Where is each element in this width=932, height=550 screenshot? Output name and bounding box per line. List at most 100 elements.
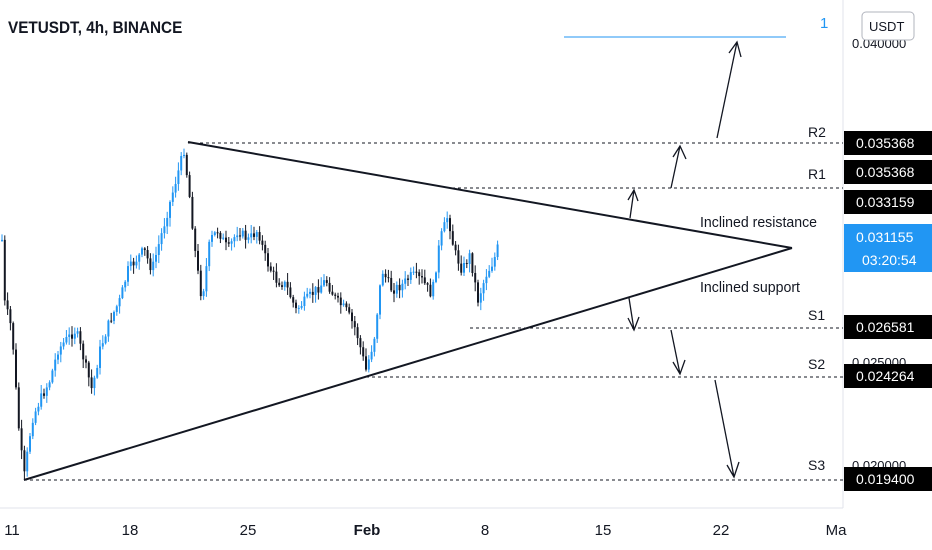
- candle-body: [48, 382, 51, 388]
- candle-body: [353, 321, 356, 328]
- r2-price-tag-text: 0.035368: [856, 135, 915, 151]
- candle-body: [437, 245, 440, 273]
- candle-body: [440, 231, 443, 246]
- candle-body: [219, 232, 222, 239]
- candle-body: [247, 237, 250, 240]
- candle-body: [65, 336, 68, 343]
- candle-body: [432, 281, 435, 297]
- candle-body: [384, 273, 387, 278]
- candle-body: [227, 242, 230, 244]
- countdown-text: 03:20:54: [862, 252, 917, 268]
- candle-body: [331, 291, 334, 295]
- chart-title: VETUSDT, 4h, BINANCE: [8, 18, 183, 37]
- x-tick-label: 18: [122, 522, 139, 539]
- projection-arrows: [627, 40, 742, 479]
- candle-body: [239, 235, 241, 237]
- candle-body: [101, 343, 104, 347]
- candle-body: [54, 359, 57, 371]
- candle-body: [479, 293, 482, 303]
- candle-body: [373, 338, 376, 352]
- candle-body: [222, 237, 225, 239]
- arrow-up-r1-icon: [627, 188, 639, 219]
- candle-body: [20, 428, 23, 451]
- candle-body: [138, 254, 141, 262]
- candle-body: [345, 303, 348, 308]
- arrow-down-s1-icon: [627, 297, 640, 332]
- candle-body: [85, 359, 87, 363]
- candle-body: [362, 347, 365, 357]
- level-labels: R2 R1 S1 S2 S3: [808, 124, 826, 473]
- candle-body: [127, 266, 129, 282]
- candle-body: [337, 295, 339, 298]
- candle-body: [379, 285, 381, 315]
- candle-body: [110, 320, 113, 322]
- last-price-tag-text: 0.031155: [856, 229, 914, 245]
- candle-body: [216, 232, 219, 234]
- candle-body: [180, 156, 183, 171]
- candle-body: [163, 226, 166, 234]
- candle-body: [387, 277, 390, 279]
- candle-body: [59, 346, 62, 355]
- s3-label: S3: [808, 457, 825, 473]
- candle-body: [183, 154, 185, 157]
- candle-body: [412, 271, 415, 273]
- candle-body: [146, 250, 149, 259]
- candle-body: [303, 296, 306, 307]
- candle-body: [281, 285, 283, 287]
- candle-body: [68, 334, 71, 337]
- candle-body: [194, 228, 197, 251]
- x-tick-label: 11: [4, 522, 20, 539]
- s1-label: S1: [808, 307, 825, 323]
- candle-body: [334, 294, 337, 296]
- candle-body: [289, 287, 292, 298]
- arrow-up-target-icon: [716, 40, 742, 139]
- candle-body: [9, 309, 12, 324]
- candle-body: [87, 362, 90, 378]
- candle-body: [491, 266, 493, 271]
- candle-body: [211, 235, 213, 242]
- candle-body: [15, 349, 17, 388]
- candle-body: [177, 170, 180, 185]
- currency-button[interactable]: USDT: [861, 11, 915, 41]
- x-tick-label: 22: [713, 522, 730, 539]
- candle-body: [236, 235, 239, 238]
- candle-body: [115, 306, 118, 312]
- candle-body: [149, 258, 152, 271]
- r2-price-tag: [844, 131, 932, 155]
- candle-body: [37, 406, 40, 412]
- candle-body: [309, 291, 311, 294]
- candle-body: [17, 387, 20, 429]
- candle-body: [272, 270, 275, 272]
- candle-body: [415, 271, 418, 273]
- candle-body: [421, 276, 423, 278]
- level-lines: [24, 142, 843, 481]
- candle-body: [197, 250, 199, 271]
- candle-body: [76, 331, 79, 334]
- candle-body: [267, 253, 269, 267]
- candle-body: [205, 266, 208, 292]
- r1b-price-tag-text: 0.033159: [856, 194, 915, 210]
- candle-body: [485, 276, 488, 284]
- candle-body: [409, 272, 412, 280]
- candle-body: [213, 232, 216, 236]
- s1-price-tag-text: 0.026581: [856, 319, 915, 335]
- candle-body: [233, 237, 236, 242]
- r1-price-tag-text: 0.035368: [856, 164, 915, 180]
- candle-body: [278, 282, 281, 286]
- candle-body: [202, 291, 205, 297]
- candle-body: [79, 331, 82, 344]
- candle-body: [121, 287, 124, 299]
- candle-body: [225, 237, 227, 243]
- candle-body: [244, 230, 247, 240]
- candle-body: [325, 280, 328, 283]
- candle-body: [381, 273, 384, 286]
- arrow-down-s2-icon: [670, 329, 686, 376]
- x-tick-label: 8: [481, 522, 489, 539]
- candle-body: [253, 233, 255, 237]
- candle-body: [429, 284, 432, 297]
- candle-body: [443, 222, 446, 232]
- candle-body: [404, 278, 407, 284]
- candle-body: [493, 257, 496, 267]
- candle-body: [297, 307, 300, 309]
